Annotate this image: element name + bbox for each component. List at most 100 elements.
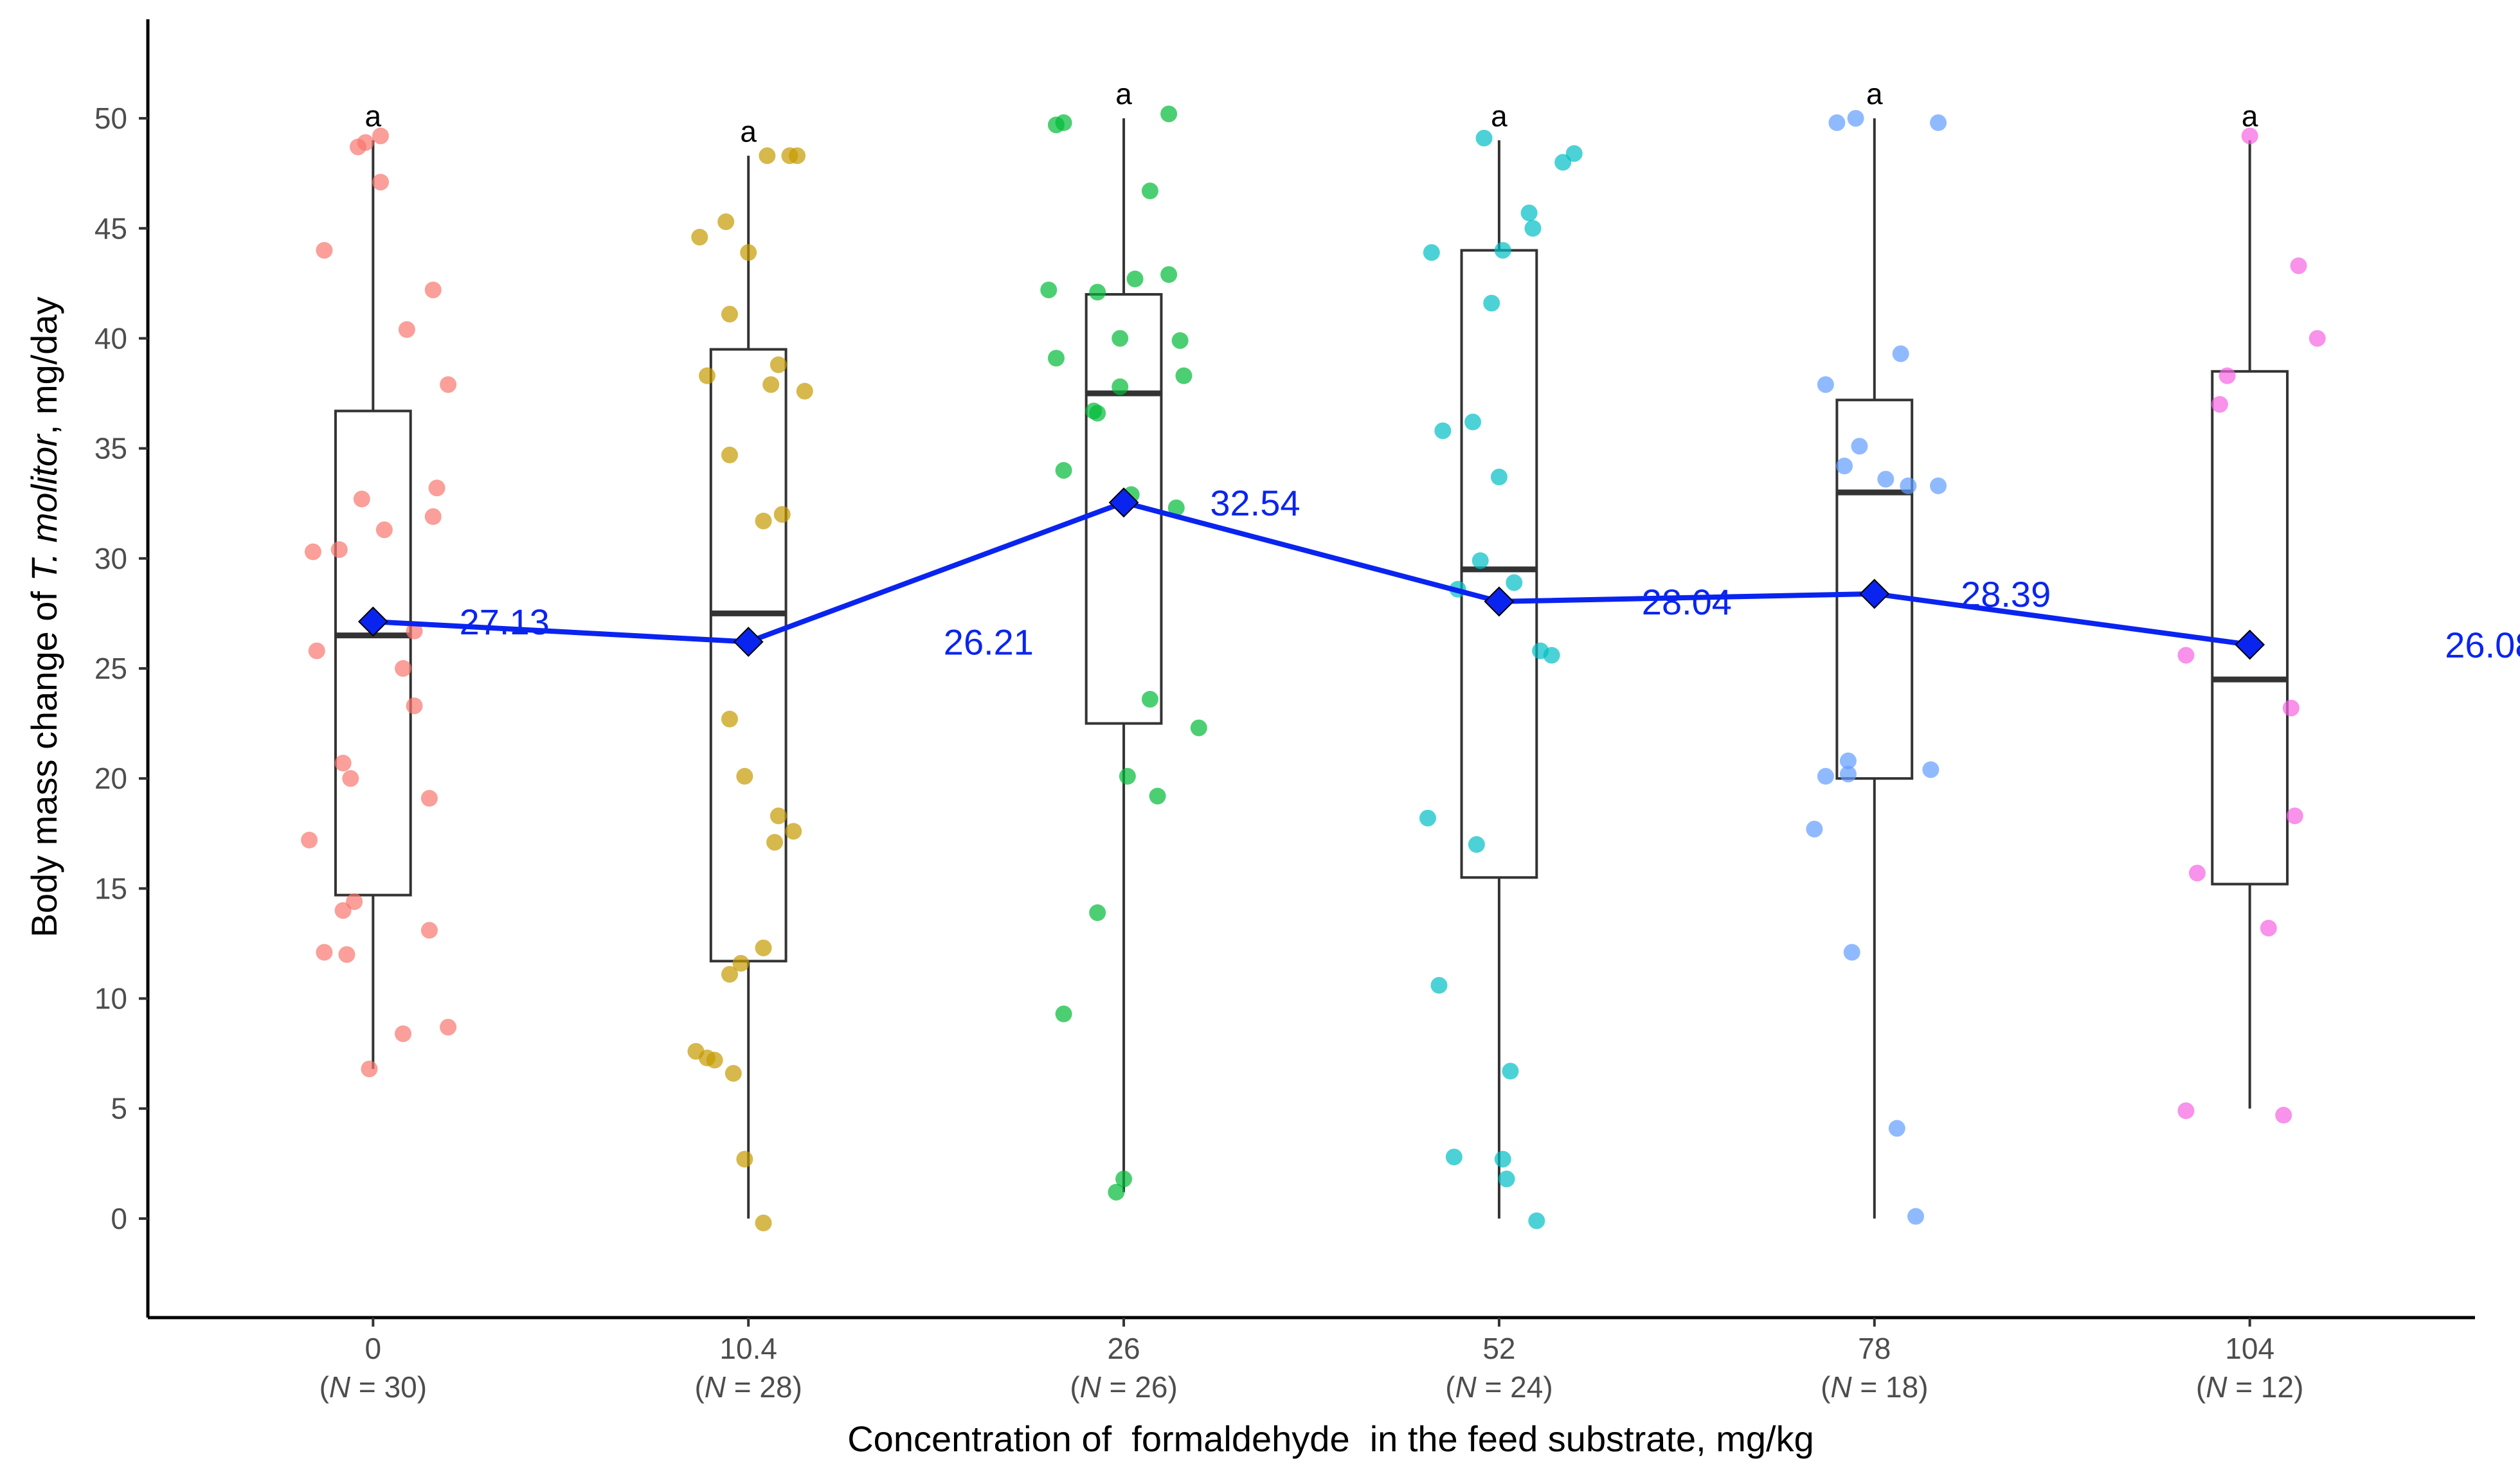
mean-layer <box>357 487 2265 660</box>
data-point <box>342 770 359 787</box>
data-point <box>304 543 321 560</box>
data-point <box>1839 765 1857 783</box>
sample-size-label: (N = 30) <box>320 1370 427 1404</box>
data-point <box>2177 1102 2195 1120</box>
n-value: = 24) <box>1477 1370 1553 1404</box>
data-point <box>1930 477 1947 494</box>
data-point <box>732 954 750 972</box>
significance-letter: a <box>2242 99 2258 132</box>
data-point <box>1126 271 1144 287</box>
data-point <box>755 939 772 956</box>
data-point <box>353 490 370 508</box>
significance-letter: a <box>1115 77 1132 111</box>
x-tick-label: 10.4 <box>719 1332 777 1365</box>
mean-label: 28.39 <box>1961 574 2051 614</box>
y-title-species: T. molitor <box>24 433 64 582</box>
data-point <box>420 922 438 939</box>
y-tick-label: 10 <box>94 982 127 1016</box>
data-point <box>755 512 772 530</box>
data-point <box>1817 767 1834 785</box>
x-tick-label: 0 <box>365 1332 382 1365</box>
data-point <box>2241 127 2258 145</box>
data-point <box>2177 647 2195 664</box>
data-point <box>1498 1170 1515 1188</box>
data-point <box>724 1064 742 1082</box>
n-value: = 30) <box>350 1370 427 1404</box>
data-point <box>395 1025 412 1043</box>
data-point <box>1419 809 1436 827</box>
data-point <box>2218 367 2236 384</box>
data-point <box>406 622 423 640</box>
data-point <box>1494 1150 1511 1168</box>
data-point <box>1554 154 1572 171</box>
sample-size-label: (N = 28) <box>694 1370 802 1404</box>
data-point <box>785 823 802 840</box>
data-point <box>316 944 333 961</box>
y-title-suffix: , mg/day <box>24 296 64 434</box>
data-point <box>1119 767 1136 785</box>
point-layer <box>301 105 2326 1231</box>
data-point <box>1055 1005 1072 1023</box>
data-point <box>1108 1183 1125 1201</box>
data-point <box>357 134 374 151</box>
data-point <box>1141 183 1158 200</box>
data-point <box>334 902 352 919</box>
data-point <box>1836 458 1853 475</box>
x-tick-label: 78 <box>1858 1332 1891 1365</box>
data-point <box>766 834 784 851</box>
data-point <box>1167 499 1185 517</box>
data-point <box>1847 110 1864 127</box>
data-point <box>1434 422 1452 440</box>
data-point <box>2282 699 2300 717</box>
data-point <box>395 660 412 677</box>
data-point <box>1877 470 1895 488</box>
data-point <box>1524 220 1542 237</box>
data-point <box>2260 920 2277 936</box>
data-point <box>2308 330 2326 347</box>
data-point <box>1565 145 1583 162</box>
data-point <box>721 446 738 463</box>
mean-marker <box>357 606 388 637</box>
data-point <box>1520 204 1538 222</box>
data-point <box>398 321 415 338</box>
y-tick-label: 25 <box>94 652 127 685</box>
data-point <box>698 367 716 384</box>
data-point <box>1445 1149 1462 1166</box>
data-point <box>1040 282 1058 299</box>
data-point <box>1839 752 1857 769</box>
data-point <box>424 508 442 525</box>
label-layer: 27.13 26.21 32.54 28.04 28.39 26.08 a a a a a a <box>365 77 2520 665</box>
data-point <box>1190 719 1207 737</box>
x-tick-label: 104 <box>2225 1332 2274 1365</box>
sample-size-label: (N = 24) <box>1445 1370 1553 1404</box>
data-point <box>721 965 738 983</box>
data-point <box>1430 977 1448 994</box>
sample-size-label: (N = 12) <box>2196 1370 2303 1404</box>
y-title-prefix: Body mass change of <box>24 581 64 937</box>
mean-marker <box>1859 578 1890 609</box>
data-point <box>717 213 735 230</box>
n-symbol: N <box>1455 1370 1477 1404</box>
data-point <box>755 1214 772 1231</box>
mean-label: 32.54 <box>1210 483 1300 523</box>
data-point <box>1892 345 1909 363</box>
data-point <box>773 506 791 523</box>
n-value: = 12) <box>2227 1370 2303 1404</box>
y-tick-label: 35 <box>94 432 127 465</box>
n-prefix: ( <box>694 1370 705 1404</box>
box <box>1835 398 1914 780</box>
data-point <box>1900 477 1917 494</box>
data-point <box>1490 469 1508 486</box>
data-point <box>796 382 813 400</box>
data-point <box>428 479 446 497</box>
box-layer <box>334 118 2289 1219</box>
data-point <box>740 244 757 261</box>
n-prefix: ( <box>1821 1370 1831 1404</box>
data-point <box>420 790 438 807</box>
data-point <box>2286 807 2303 825</box>
y-tick-label: 50 <box>94 102 127 135</box>
data-point <box>1160 105 1178 123</box>
data-point <box>406 697 423 715</box>
y-tick-label: 30 <box>94 542 127 575</box>
